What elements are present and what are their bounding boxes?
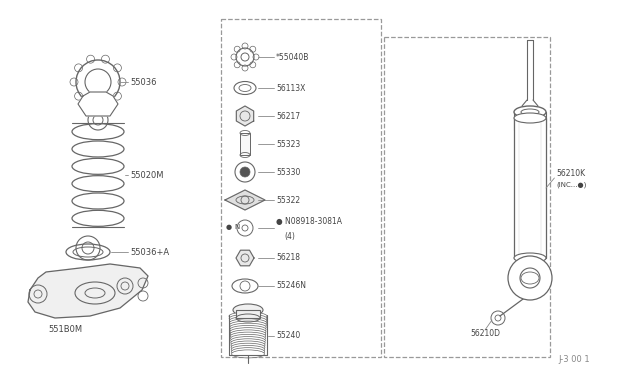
Ellipse shape: [514, 106, 546, 118]
Ellipse shape: [231, 343, 265, 351]
Text: 55020M: 55020M: [130, 170, 163, 180]
Ellipse shape: [230, 328, 266, 336]
Text: 56217: 56217: [276, 112, 300, 121]
Bar: [384, 37, 550, 357]
Text: 56218: 56218: [276, 253, 300, 263]
Ellipse shape: [230, 321, 266, 329]
Text: ●: ●: [226, 224, 232, 230]
Text: 56210D: 56210D: [470, 330, 500, 339]
Text: 55246N: 55246N: [276, 282, 306, 291]
Polygon shape: [225, 190, 265, 210]
Ellipse shape: [514, 113, 546, 123]
Ellipse shape: [230, 326, 266, 333]
Ellipse shape: [229, 314, 267, 322]
Circle shape: [240, 167, 250, 177]
Ellipse shape: [230, 337, 266, 344]
Bar: [514, 118, 546, 258]
Ellipse shape: [231, 341, 265, 349]
Bar: [221, 19, 381, 357]
Text: *55040B: *55040B: [276, 52, 309, 61]
Ellipse shape: [230, 332, 266, 340]
Text: 55330: 55330: [276, 167, 300, 176]
Text: 55240: 55240: [276, 331, 300, 340]
Ellipse shape: [231, 339, 265, 347]
Text: 55036+A: 55036+A: [130, 247, 169, 257]
Text: 551B0M: 551B0M: [48, 326, 82, 334]
Ellipse shape: [230, 334, 266, 342]
Ellipse shape: [229, 317, 267, 324]
Text: 56113X: 56113X: [276, 83, 305, 93]
Text: 56210K: 56210K: [556, 169, 586, 177]
Polygon shape: [236, 250, 254, 266]
Ellipse shape: [232, 350, 264, 358]
Text: 55322: 55322: [276, 196, 300, 205]
Text: (INC...●): (INC...●): [556, 182, 587, 188]
Polygon shape: [28, 264, 148, 318]
Bar: [240, 133, 250, 155]
Polygon shape: [78, 92, 118, 116]
Text: N: N: [234, 224, 239, 230]
Text: J-3 00 1: J-3 00 1: [558, 356, 590, 365]
Text: 55036: 55036: [130, 77, 157, 87]
Circle shape: [508, 256, 552, 300]
Ellipse shape: [514, 253, 546, 263]
Ellipse shape: [231, 346, 265, 353]
Ellipse shape: [230, 323, 266, 331]
Ellipse shape: [230, 330, 266, 338]
Ellipse shape: [230, 319, 266, 327]
Ellipse shape: [233, 304, 263, 316]
Text: (4): (4): [284, 231, 295, 241]
Bar: [236, 310, 260, 318]
Text: 55323: 55323: [276, 140, 300, 148]
Ellipse shape: [229, 312, 267, 320]
Text: ● N08918-3081A: ● N08918-3081A: [276, 217, 342, 225]
Polygon shape: [236, 106, 253, 126]
Ellipse shape: [232, 348, 264, 356]
